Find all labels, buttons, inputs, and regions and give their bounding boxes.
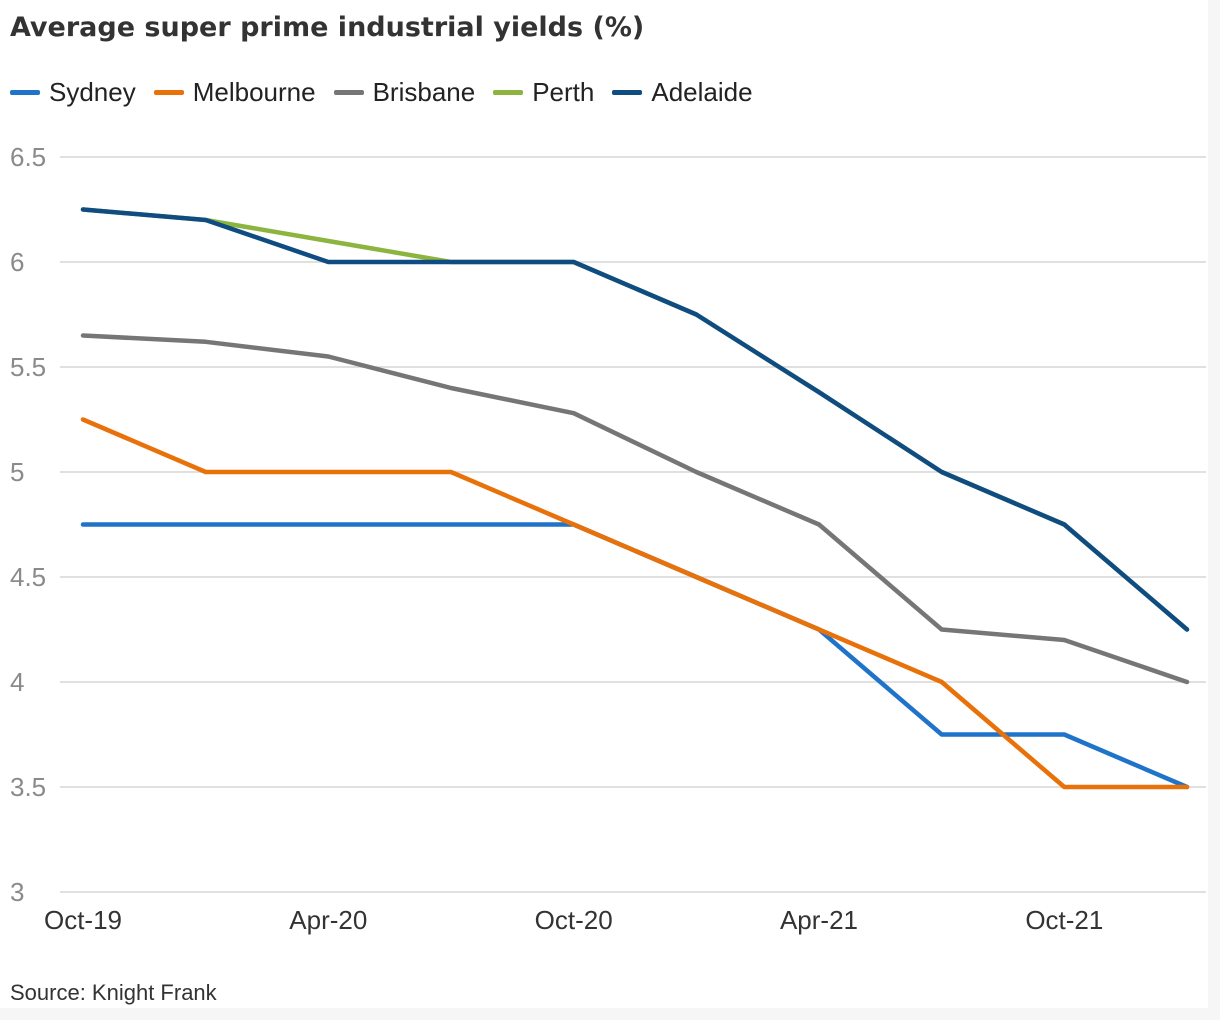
chart-card: Average super prime industrial yields (%… (10, 12, 1206, 1005)
x-tick-label-apr-21: Apr-21 (780, 905, 858, 935)
y-tick-label-5: 5 (10, 457, 24, 487)
y-tick-label-4: 4 (10, 667, 24, 697)
x-tick-label-oct-21: Oct-21 (1025, 905, 1103, 935)
legend-item-brisbane: Brisbane (333, 76, 476, 108)
legend-swatch-adelaide (612, 89, 643, 95)
y-tick-label-6: 6 (10, 247, 24, 277)
series-line-adelaide (80, 207, 1190, 632)
legend: Sydney Melbourne Brisbane Perth Adelaide (10, 74, 771, 110)
legend-swatch-brisbane (333, 89, 364, 95)
chart-title: Average super prime industrial yields (%… (10, 12, 645, 43)
legend-swatch-sydney (10, 89, 40, 95)
y-tick-label-3-5: 3.5 (10, 772, 46, 802)
series-line-perth (80, 207, 1190, 632)
legend-item-adelaide: Adelaide (612, 76, 753, 108)
legend-label-perth: Perth (532, 76, 595, 107)
x-tick-label-oct-20: Oct-20 (535, 905, 613, 935)
y-axis-ticks: 3 3.5 4 4.5 5 5.5 6 6.5 (10, 142, 46, 907)
y-tick-label-4-5: 4.5 (10, 562, 46, 592)
legend-swatch-perth (493, 89, 524, 95)
y-tick-label-6-5: 6.5 (10, 142, 46, 172)
legend-item-perth: Perth (493, 77, 594, 108)
line-chart: 3 3.5 4 4.5 5 5.5 6 6.5 Oct-19 Apr-20 Oct-20 Apr-2… (10, 142, 1206, 935)
y-tick-label-5-5: 5.5 (10, 352, 46, 382)
gridlines (60, 156, 1206, 893)
series-line-brisbane (80, 333, 1190, 685)
legend-swatch-melbourne (153, 89, 184, 95)
x-axis-ticks: Oct-19 Apr-20 Oct-20 Apr-21 Oct-21 (44, 905, 1103, 935)
x-tick-label-apr-20: Apr-20 (289, 905, 367, 935)
y-tick-label-3: 3 (10, 877, 24, 907)
legend-label-adelaide: Adelaide (651, 76, 753, 107)
x-tick-label-oct-19: Oct-19 (44, 905, 122, 935)
legend-label-sydney: Sydney (49, 76, 136, 107)
legend-label-melbourne: Melbourne (192, 76, 316, 107)
legend-item-melbourne: Melbourne (153, 76, 316, 108)
series-line-melbourne (80, 417, 1190, 790)
source-note: Source: Knight Frank (10, 980, 217, 1005)
legend-label-brisbane: Brisbane (372, 76, 476, 107)
series-lines (80, 207, 1190, 790)
legend-item-sydney: Sydney (10, 77, 136, 108)
